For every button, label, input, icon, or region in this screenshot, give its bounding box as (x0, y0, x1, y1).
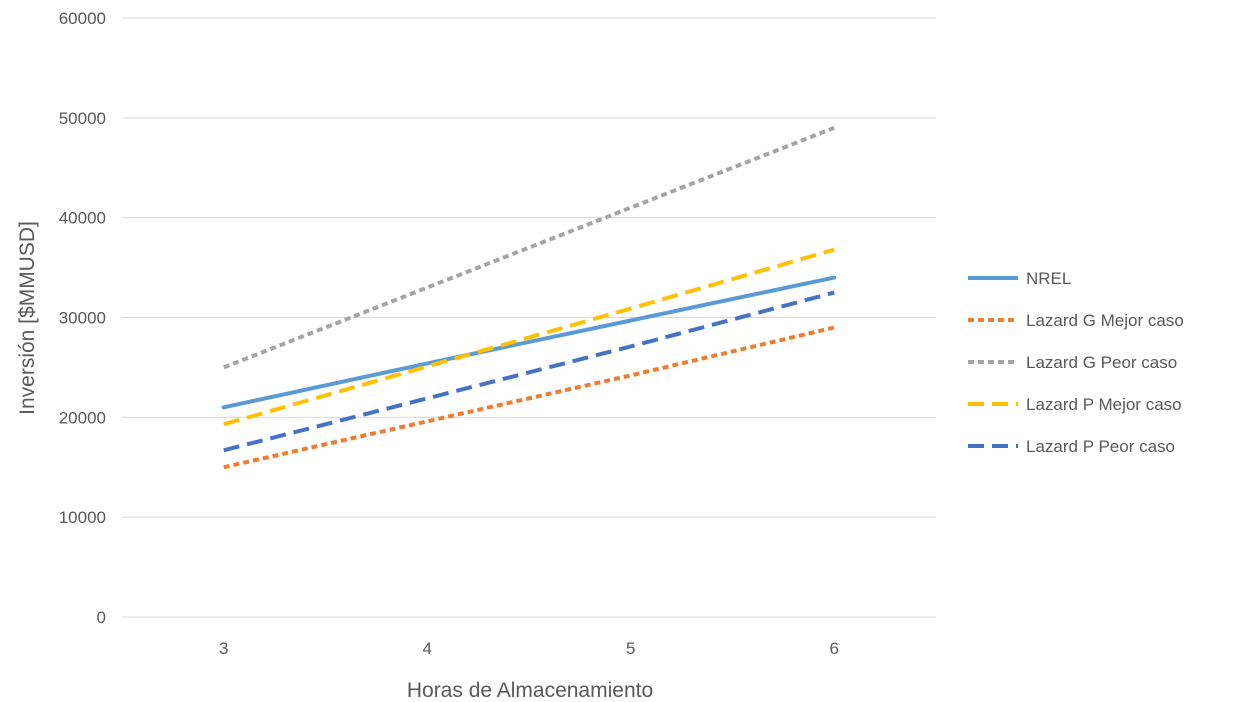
y-axis-title: Inversión [$MMUSD] (16, 221, 39, 415)
legend-label: Lazard G Mejor caso (1026, 311, 1184, 330)
legend: NREL Lazard G Mejor caso Lazard G Peor cas… (968, 269, 1184, 456)
series-line-1 (221, 275, 837, 410)
y-tick-label: 20000 (59, 408, 106, 427)
y-tick-label: 40000 (59, 209, 106, 228)
series-line-4 (223, 247, 835, 427)
series-line-5 (223, 290, 835, 453)
y-axis-ticks: 0 10000 20000 30000 40000 50000 60000 (59, 9, 106, 627)
y-tick-label: 30000 (59, 309, 106, 328)
series-line-3 (223, 125, 835, 370)
y-tick-label: 10000 (59, 508, 106, 527)
y-tick-label: 50000 (59, 109, 106, 128)
x-axis-title: Horas de Almacenamiento (407, 679, 653, 702)
legend-label: Lazard G Peor caso (1026, 353, 1177, 372)
gridlines (122, 17, 936, 618)
x-tick-label: 5 (626, 639, 635, 658)
legend-label: Lazard P Peor caso (1026, 437, 1175, 456)
x-tick-label: 4 (423, 639, 432, 658)
legend-label: NREL (1026, 269, 1071, 288)
x-axis-ticks: 3 4 5 6 (219, 639, 839, 658)
series-lines (221, 125, 837, 470)
y-tick-label: 60000 (59, 9, 106, 28)
x-tick-label: 3 (219, 639, 228, 658)
y-tick-label: 0 (97, 608, 106, 627)
x-tick-label: 6 (830, 639, 839, 658)
legend-label: Lazard P Mejor caso (1026, 395, 1182, 414)
series-line-2 (223, 325, 835, 470)
